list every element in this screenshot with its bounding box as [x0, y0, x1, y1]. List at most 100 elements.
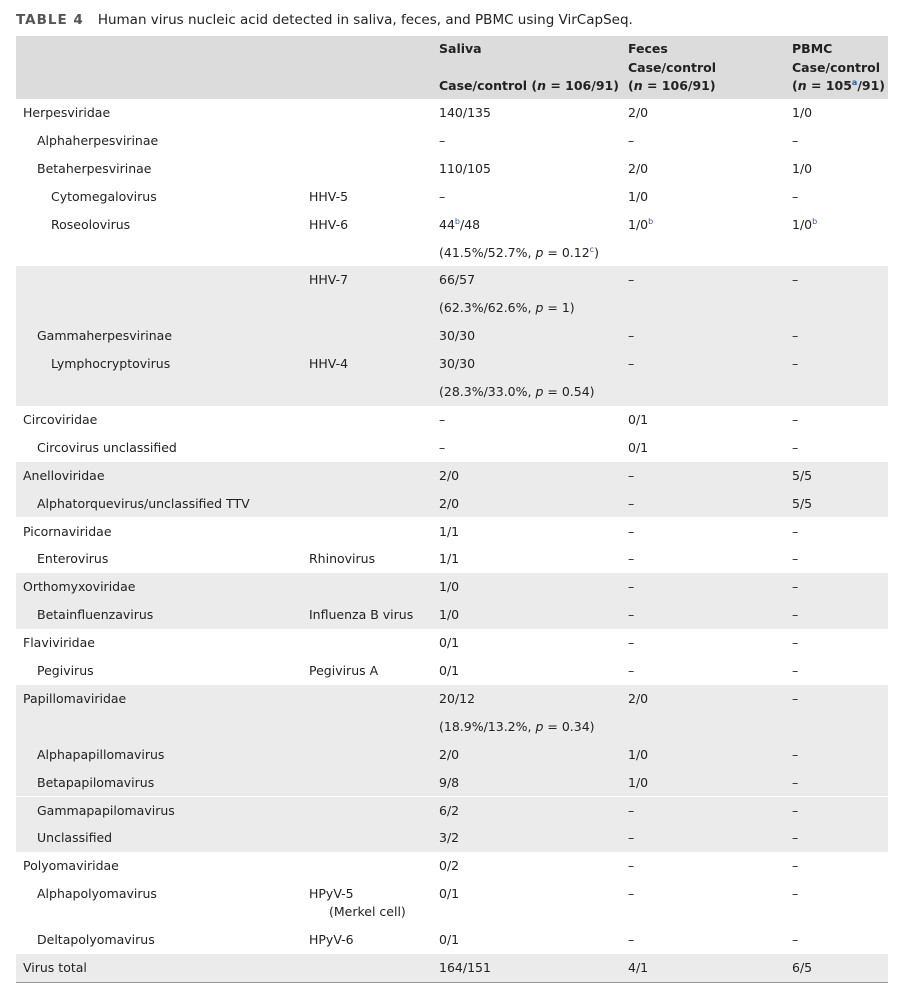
- table-cell: Flaviviridae: [23, 635, 95, 651]
- cell-text: 4/1: [628, 960, 649, 976]
- table-cell: –: [628, 551, 634, 567]
- table-cell: 0/1: [628, 440, 648, 456]
- cell-text: 1/0: [439, 579, 460, 595]
- cell-text: –: [628, 551, 635, 567]
- cell-text: = 0.54): [543, 384, 595, 399]
- cell-text-line: (Merkel cell): [329, 904, 406, 920]
- cell-text: 44: [439, 216, 455, 232]
- table-cell: HHV-4: [309, 356, 348, 372]
- table-cell: –: [628, 272, 634, 288]
- table-cell: Anelloviridae: [23, 468, 105, 484]
- table-cell: –: [628, 524, 634, 540]
- table-cell: Pegivirus: [37, 663, 94, 679]
- table-cell: –: [792, 328, 798, 344]
- cell-text: n: [537, 78, 546, 93]
- table-cell: Herpesviridae: [23, 105, 110, 121]
- table-cell: –: [792, 635, 798, 651]
- footnote-mark: b: [812, 216, 818, 226]
- table-cell: Betapapilomavirus: [37, 775, 154, 791]
- cell-text: Pegivirus A: [309, 663, 379, 678]
- table-cell: –: [628, 886, 634, 902]
- cell-text: 5/5: [792, 467, 813, 483]
- table-cell: 9/8: [439, 775, 459, 791]
- table-cell: 1/0: [439, 579, 459, 595]
- row-band: [16, 712, 888, 741]
- table-cell: –: [628, 356, 634, 372]
- table-cell: 2/0: [628, 105, 648, 121]
- row-band: [16, 322, 888, 351]
- table-cell: Polyomaviridae: [23, 858, 119, 874]
- table-cell: –: [439, 412, 445, 428]
- table-cell: 20/12: [439, 691, 475, 707]
- cell-text: Anelloviridae: [23, 467, 105, 483]
- table-cell: 2/0: [628, 691, 648, 707]
- table-cell: Gammaherpesvirinae: [37, 328, 172, 344]
- cell-text: –: [628, 802, 635, 818]
- table-cell: 1/0b: [792, 217, 817, 233]
- table-cell: –: [792, 932, 798, 948]
- table-cell: –: [628, 635, 634, 651]
- table-cell: –: [792, 663, 798, 679]
- table-title: TABLE 4 Human virus nucleic acid detected…: [16, 12, 633, 28]
- row-band: [16, 684, 888, 713]
- cell-text: HHV-6: [309, 216, 349, 232]
- table-cell: Orthomyxoviridae: [23, 579, 135, 595]
- table-cell: 1/0b: [628, 217, 653, 233]
- cell-text: Cytomegalovirus: [51, 188, 157, 204]
- cell-text: 9/8: [439, 774, 460, 790]
- cell-text: (41.5%/52.7%,: [439, 244, 536, 260]
- table-cell: –: [628, 496, 634, 512]
- cell-text: 1/1: [439, 523, 460, 539]
- table-cell: –: [439, 133, 445, 149]
- table-cell: –: [792, 524, 798, 540]
- cell-text: 1/0: [439, 607, 460, 623]
- cell-text: 30/30: [439, 356, 476, 372]
- cell-text: Influenza B virus: [309, 607, 414, 623]
- header-cell: Saliva: [439, 41, 482, 57]
- table-cell: –: [628, 663, 634, 679]
- table-cell: 2/0: [439, 468, 459, 484]
- cell-text: –: [792, 411, 799, 427]
- cell-text: –: [628, 932, 635, 948]
- cell-text: –: [628, 579, 635, 595]
- header-cell: (n = 106/91): [628, 78, 716, 94]
- table-cell: –: [792, 579, 798, 595]
- table-cell: 110/105: [439, 161, 491, 177]
- cell-text: 1/0: [628, 188, 649, 204]
- cell-text: 1/0: [792, 105, 813, 120]
- cell-text: (28.3%/33.0%,: [439, 384, 536, 399]
- table-cell: –: [628, 328, 634, 344]
- footnote-mark: b: [648, 216, 654, 226]
- footnote-mark: a: [851, 77, 858, 87]
- cell-text: –: [792, 886, 799, 902]
- cell-text: = 106/91): [545, 78, 619, 93]
- cell-text: –: [628, 356, 635, 372]
- table-cell: 1/0: [628, 189, 648, 205]
- table-cell: Roseolovirus: [51, 217, 130, 233]
- cell-text: –: [792, 607, 799, 623]
- table-cell: (62.3%/62.6%, p = 1): [439, 300, 575, 316]
- cell-text: Deltapolyomavirus: [37, 932, 155, 948]
- cell-text: Alphaherpesvirinae: [37, 132, 159, 148]
- cell-text: PBMC: [792, 41, 833, 56]
- cell-text: –: [628, 607, 635, 623]
- cell-text: Polyomaviridae: [23, 858, 119, 874]
- cell-text: Circovirus unclassified: [37, 439, 177, 455]
- table-cell: –: [628, 607, 634, 623]
- cell-text: (: [792, 78, 798, 93]
- cell-text: 2/0: [439, 467, 460, 483]
- bottom-rule: [16, 982, 888, 983]
- cell-text: –: [439, 411, 446, 427]
- cell-text: = 0.12: [543, 244, 590, 260]
- cell-text: 0/1: [628, 439, 649, 455]
- table-cell: 3/2: [439, 830, 459, 846]
- caption: Human virus nucleic acid detected in sal…: [97, 12, 633, 28]
- table-cell: 6/2: [439, 803, 459, 819]
- table-cell: Alphatorquevirus/unclassified TTV: [37, 496, 250, 512]
- table-cell: 1/0: [439, 607, 459, 623]
- cell-text: 6/2: [439, 802, 460, 818]
- row-band: [16, 740, 888, 769]
- table-cell: 5/5: [792, 496, 812, 512]
- row-band: [16, 573, 888, 602]
